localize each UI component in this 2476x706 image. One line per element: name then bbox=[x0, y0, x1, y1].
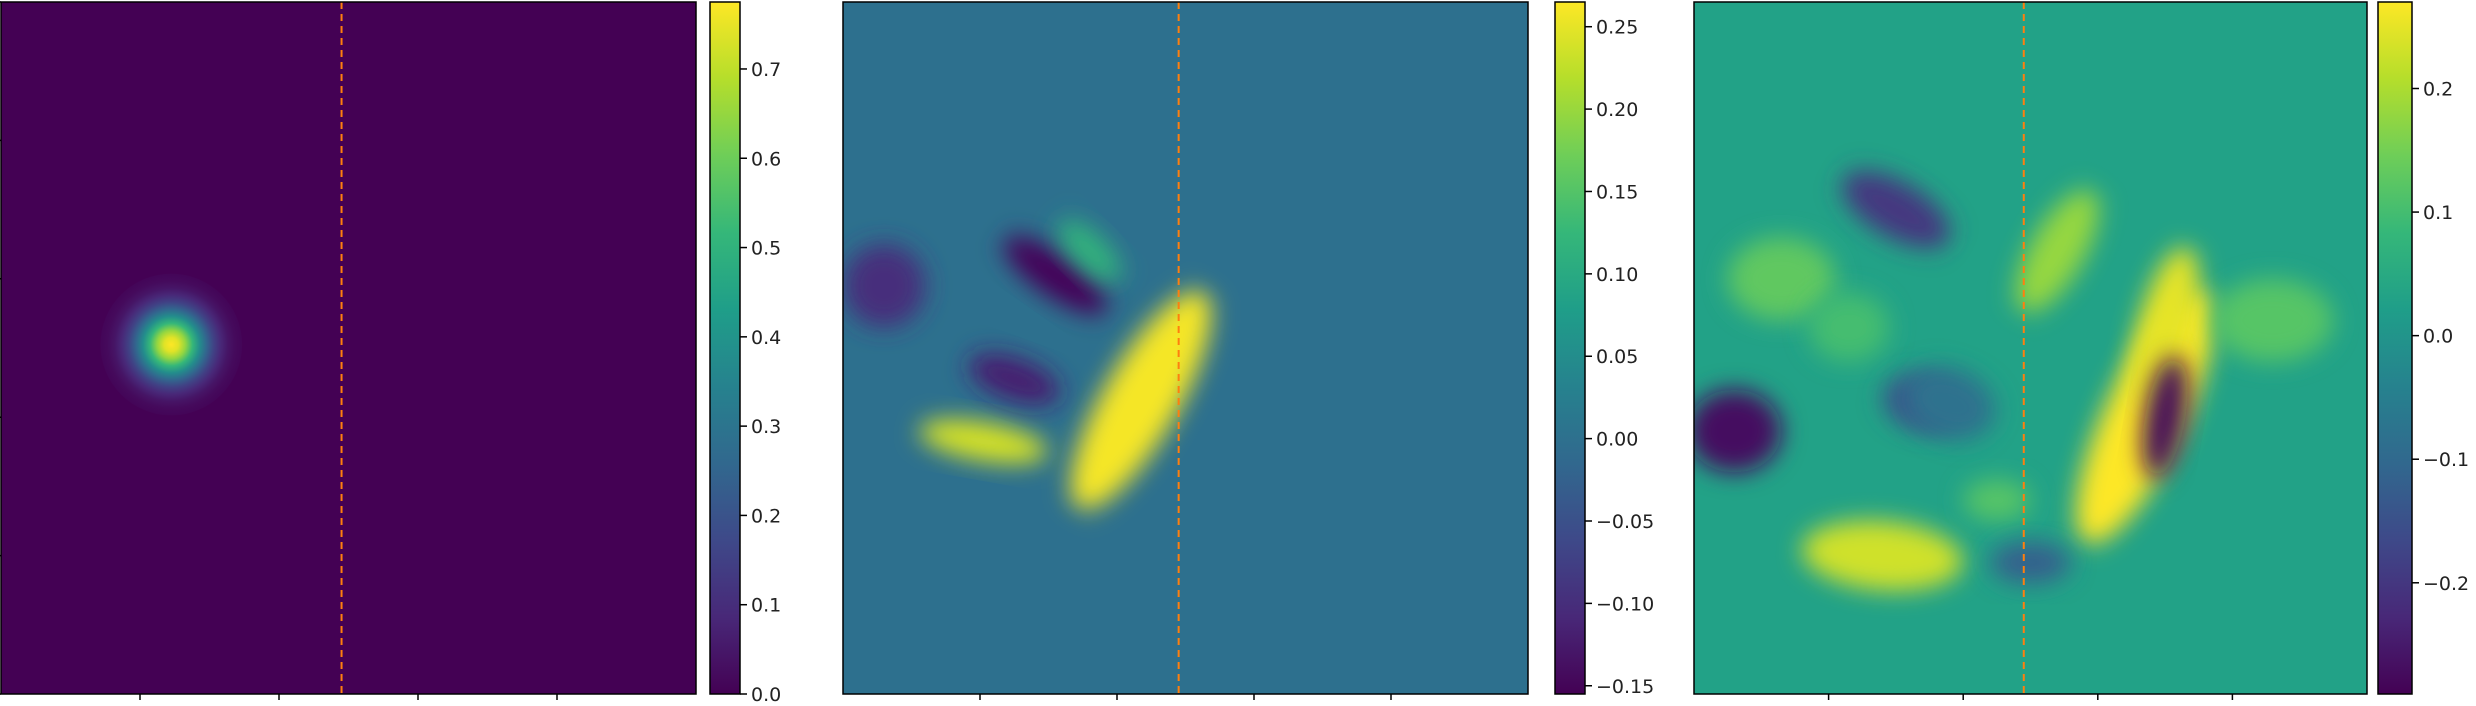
colorbar-right: −0.2 −0.1 0.0 0.1 0.2 bbox=[2377, 1, 2469, 695]
colorbar-tick-label: 0.0 bbox=[751, 684, 781, 706]
colorbar-middle: −0.15 −0.10 −0.05 0.00 0.05 0.10 0.15 0.20 0.25 bbox=[1554, 1, 1654, 698]
colorbar-tick-label: 0.4 bbox=[751, 327, 781, 349]
heatmap-frame bbox=[0, 1, 697, 695]
heatmap-feature bbox=[1801, 520, 1963, 591]
colorbar-tick-label: 0.20 bbox=[1596, 99, 1638, 121]
heatmap-feature bbox=[968, 353, 1060, 405]
heatmap-feature bbox=[1058, 219, 1122, 283]
colorbar-tick-label: 0.3 bbox=[751, 416, 781, 438]
colorbar-tick-label: −0.2 bbox=[2423, 573, 2469, 595]
heatmap-feature bbox=[2015, 189, 2100, 313]
heatmap-frame bbox=[1693, 1, 2368, 695]
colorbar-left: 0.0 0.1 0.2 0.3 0.4 0.5 0.6 0.7 bbox=[709, 1, 781, 706]
heatmap-feature bbox=[2142, 355, 2188, 479]
colorbar-tick-label: 0.2 bbox=[2423, 79, 2453, 101]
colorbar-tick-label: 0.7 bbox=[751, 59, 781, 81]
heatmap-feature bbox=[1727, 237, 1836, 321]
colorbar-tick-label: 0.2 bbox=[751, 505, 781, 527]
colorbar-tick-label: −0.1 bbox=[2423, 449, 2469, 471]
heatmap-feature bbox=[843, 244, 926, 328]
heatmap-panel-middle: −0.15 −0.10 −0.05 0.00 0.05 0.10 0.15 0.20 0.25 bbox=[842, 1, 1654, 700]
colorbar-tick-label: 0.25 bbox=[1596, 17, 1638, 39]
colorbar-tick-label: −0.10 bbox=[1596, 593, 1654, 615]
colorbar-tick-label: 0.6 bbox=[751, 148, 781, 170]
heatmap-feature bbox=[1990, 541, 2071, 584]
heatmap-gaussian-peak bbox=[100, 273, 243, 416]
heatmap-feature bbox=[919, 419, 1048, 464]
colorbar-tick-label: 0.10 bbox=[1596, 264, 1638, 286]
heatmap-feature bbox=[1808, 292, 1890, 362]
colorbar-gradient bbox=[709, 1, 741, 695]
heatmap-feature bbox=[1003, 236, 1108, 315]
colorbar-tick-label: −0.05 bbox=[1596, 511, 1654, 533]
colorbar-tick-label: 0.1 bbox=[751, 595, 781, 617]
heatmap-feature bbox=[2131, 246, 2199, 408]
colorbar-tick-label: 0.00 bbox=[1596, 429, 1638, 451]
heatmap-feature bbox=[1903, 367, 1996, 440]
colorbar-tick-label: 0.1 bbox=[2423, 202, 2453, 224]
heatmap-frame bbox=[842, 1, 1529, 695]
colorbar-tick-label: −0.15 bbox=[1596, 676, 1654, 698]
colorbar-gradient bbox=[1554, 1, 1586, 695]
colorbar-tick-label: 0.15 bbox=[1596, 181, 1638, 203]
heatmap-panel-left: 0.0 0.1 0.2 0.3 0.4 0.5 0.6 0.7 bbox=[0, 1, 781, 706]
colorbar-gradient bbox=[2377, 1, 2413, 695]
heatmap-feature bbox=[1841, 170, 1951, 249]
heatmap-feature bbox=[1070, 290, 1212, 510]
heatmap-feature bbox=[1963, 479, 2031, 521]
heatmap-panel-right: −0.2 −0.1 0.0 0.1 0.2 bbox=[1693, 1, 2469, 700]
heatmap-feature bbox=[1694, 389, 1782, 473]
heatmap-feature bbox=[2212, 278, 2334, 362]
colorbar-tick-label: 0.0 bbox=[2423, 326, 2453, 348]
colorbar-tick-label: 0.05 bbox=[1596, 346, 1638, 368]
colorbar-tick-label: 0.5 bbox=[751, 238, 781, 260]
